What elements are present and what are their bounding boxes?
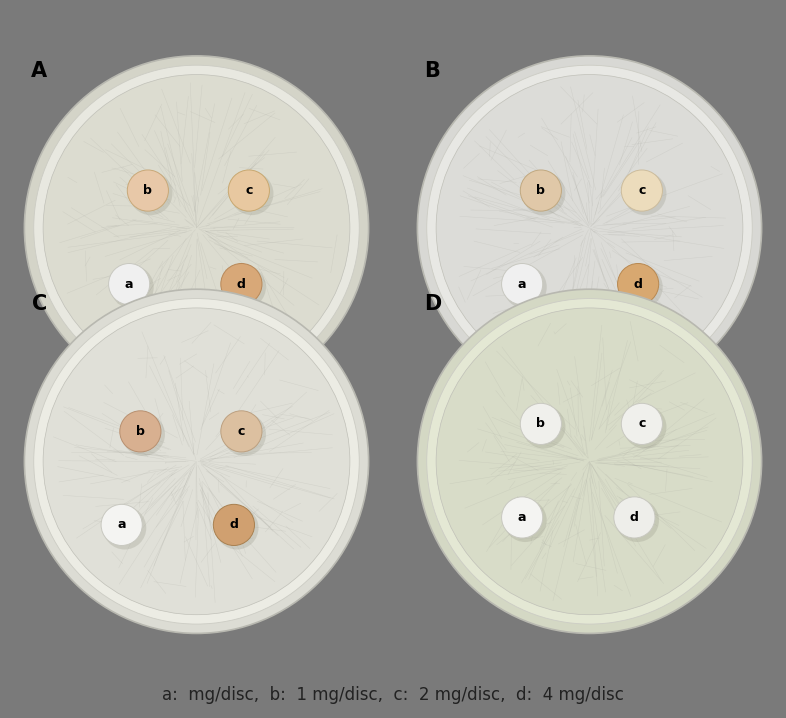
Circle shape [101,504,142,546]
Text: a: a [518,511,527,524]
Text: c: c [638,417,645,430]
Circle shape [43,308,350,615]
Text: d: d [630,511,639,524]
Circle shape [417,56,762,400]
Circle shape [621,170,663,211]
Text: a: a [117,518,126,531]
Text: b: b [536,417,545,430]
Text: b: b [143,184,152,197]
Circle shape [520,404,561,444]
Text: a: a [125,278,134,291]
Text: c: c [237,425,245,438]
Text: a:  mg/disc,  b:  1 mg/disc,  c:  2 mg/disc,  d:  4 mg/disc: a: mg/disc, b: 1 mg/disc, c: 2 mg/disc, … [162,686,624,704]
Text: c: c [638,184,645,197]
Circle shape [427,65,752,391]
Circle shape [522,172,565,215]
Circle shape [103,506,146,549]
Circle shape [129,172,172,215]
Circle shape [111,266,154,309]
Circle shape [222,266,266,309]
Circle shape [501,497,543,538]
Text: B: B [424,61,440,81]
Circle shape [619,266,663,309]
Circle shape [618,264,659,304]
Circle shape [614,497,655,538]
Text: d: d [230,518,238,531]
Circle shape [522,405,565,449]
Circle shape [436,75,743,381]
Circle shape [213,504,255,546]
Circle shape [34,65,359,391]
Circle shape [221,264,262,304]
Circle shape [108,264,150,304]
Circle shape [504,266,547,309]
Circle shape [228,170,270,211]
Text: C: C [31,294,47,314]
Circle shape [504,499,547,542]
Circle shape [24,56,369,400]
Text: b: b [136,425,145,438]
Text: a: a [518,278,527,291]
Circle shape [122,413,165,456]
Circle shape [34,299,359,624]
Circle shape [43,75,350,381]
Text: d: d [634,278,643,291]
Circle shape [621,404,663,444]
Circle shape [221,411,262,452]
Circle shape [127,170,168,211]
Circle shape [501,264,543,304]
Circle shape [623,405,667,449]
Circle shape [230,172,274,215]
Text: D: D [424,294,441,314]
Circle shape [436,308,743,615]
Circle shape [417,289,762,633]
Circle shape [119,411,161,452]
Circle shape [24,289,369,633]
Text: d: d [237,278,246,291]
Circle shape [427,299,752,624]
Text: c: c [245,184,252,197]
Text: A: A [31,61,47,81]
Circle shape [520,170,561,211]
Text: b: b [536,184,545,197]
Circle shape [215,506,259,549]
Circle shape [623,172,667,215]
Circle shape [222,413,266,456]
Circle shape [615,499,659,542]
